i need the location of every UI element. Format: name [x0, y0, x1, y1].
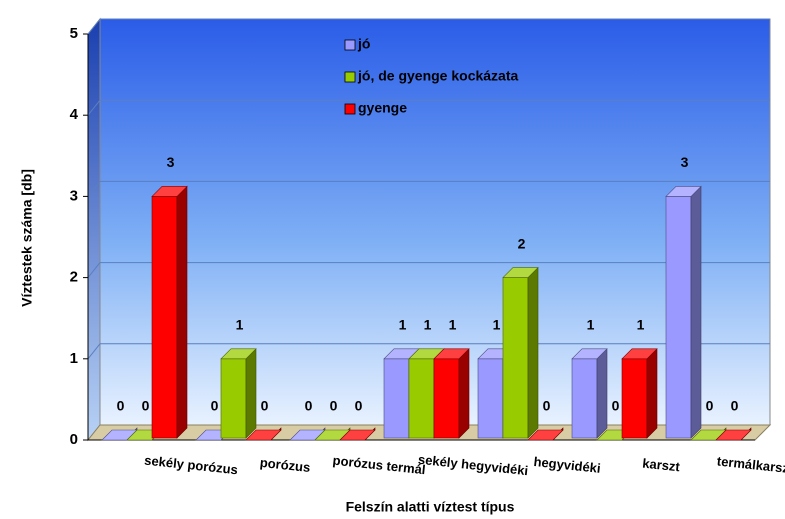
grid-line — [87, 99, 101, 116]
x-tick-label: porózus termál — [332, 453, 426, 478]
bar — [151, 196, 178, 439]
legend-label: jó — [357, 36, 370, 52]
bar — [571, 358, 598, 439]
bar-side — [646, 348, 658, 439]
bar-top — [245, 429, 282, 441]
bar-top — [621, 348, 658, 360]
y-tick-label: 1 — [70, 350, 78, 367]
x-tick-label: sekély porózus — [144, 453, 239, 478]
bar — [220, 358, 247, 439]
bar-top — [527, 429, 564, 441]
bar-top — [715, 429, 752, 441]
bar-side — [176, 185, 188, 439]
x-tick-label: sekély hegyvidéki — [417, 452, 529, 478]
data-label: 0 — [706, 398, 714, 414]
grid-line — [87, 181, 101, 197]
data-label: 0 — [731, 398, 739, 414]
grid-line — [87, 18, 101, 35]
bar-top — [571, 348, 608, 360]
bar — [502, 277, 529, 439]
x-tick-label: hegyvidéki — [533, 454, 601, 476]
grid-line — [87, 262, 101, 278]
legend-swatch — [344, 39, 356, 51]
data-label: 0 — [117, 398, 125, 414]
data-label: 1 — [236, 317, 244, 333]
legend-label: gyenge — [358, 100, 407, 116]
data-label: 1 — [449, 317, 457, 333]
bar — [665, 196, 692, 439]
data-label: 0 — [543, 398, 551, 414]
x-tick-label: termálkarszt — [716, 453, 785, 476]
legend-label: jó, de gyenge kockázata — [357, 68, 518, 84]
data-label: 0 — [330, 398, 338, 414]
data-label: 0 — [142, 398, 150, 414]
bar-top — [502, 267, 539, 278]
y-tick-label: 3 — [70, 187, 78, 204]
y-axis-label: Víztestek száma [db] — [19, 169, 35, 307]
x-tick-label: porózus — [259, 455, 311, 475]
x-tick-label: karszt — [642, 456, 682, 475]
bar-top — [339, 429, 376, 441]
bar-side — [596, 348, 608, 439]
y-tick-label: 2 — [70, 269, 78, 286]
data-label: 0 — [612, 398, 620, 414]
data-label: 1 — [399, 317, 407, 333]
grid-line — [87, 343, 101, 360]
y-tick-label: 4 — [70, 106, 79, 123]
y-tick-label: 0 — [70, 431, 78, 448]
bar-side — [245, 348, 257, 439]
bar — [433, 358, 460, 439]
data-label: 0 — [305, 398, 313, 414]
legend-swatch — [344, 71, 356, 83]
y-tick-label: 5 — [70, 25, 78, 42]
data-label: 1 — [424, 317, 432, 333]
legend-swatch — [344, 103, 356, 115]
bar-side — [690, 185, 702, 439]
bar — [383, 358, 410, 439]
bar — [477, 358, 504, 439]
data-label: 0 — [355, 398, 363, 414]
bar-top — [151, 186, 188, 197]
data-label: 1 — [637, 317, 645, 333]
data-label: 1 — [493, 317, 501, 333]
bar-side — [458, 348, 470, 439]
side-wall — [87, 17, 101, 442]
bar-top — [433, 348, 470, 360]
bar — [408, 358, 435, 439]
data-label: 3 — [681, 154, 689, 170]
data-label: 0 — [261, 398, 269, 414]
x-axis-label: Felszín alatti víztest típus — [346, 499, 515, 515]
bar-top — [665, 186, 702, 197]
data-label: 0 — [211, 398, 219, 414]
data-label: 2 — [518, 235, 526, 251]
bar-side — [527, 266, 539, 439]
bar-top — [220, 348, 257, 360]
data-label: 3 — [167, 154, 175, 170]
data-label: 1 — [587, 317, 595, 333]
bar — [621, 358, 648, 439]
